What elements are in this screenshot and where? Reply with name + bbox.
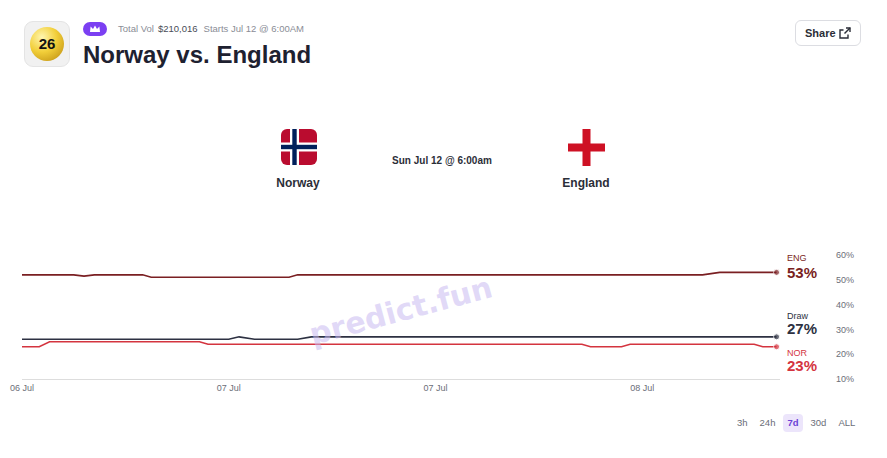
svg-text:07 Jul: 07 Jul xyxy=(423,383,447,393)
svg-text:53%: 53% xyxy=(787,264,817,281)
html-text:30d: 30d xyxy=(810,417,827,428)
svg-text:predict.fun: predict.fun xyxy=(306,269,496,351)
html-text:ALL: ALL xyxy=(838,417,856,428)
svg-text:08 Jul: 08 Jul xyxy=(630,383,654,393)
svg-text:07 Jul: 07 Jul xyxy=(217,383,241,393)
html-text:Starts Jul 12 @ 6:00AM: Starts Jul 12 @ 6:00AM xyxy=(203,23,304,34)
html-text:England: England xyxy=(562,176,610,190)
svg-text:20%: 20% xyxy=(836,349,854,359)
html-text:Norway vs. England: Norway vs. England xyxy=(83,41,312,68)
svg-text:40%: 40% xyxy=(836,300,854,310)
svg-text:Draw: Draw xyxy=(787,311,809,321)
svg-text:30%: 30% xyxy=(836,325,854,335)
html-text:Norway: Norway xyxy=(276,176,320,190)
html-text:24h: 24h xyxy=(759,417,776,428)
svg-text:27%: 27% xyxy=(787,320,817,337)
svg-text:23%: 23% xyxy=(787,357,817,374)
html-text:7d: 7d xyxy=(787,417,799,428)
html-text:26: 26 xyxy=(38,35,56,52)
svg-text:50%: 50% xyxy=(836,275,854,285)
svg-text:NOR: NOR xyxy=(787,348,808,358)
html-text:Total Vol $210,016: Total Vol $210,016 xyxy=(118,23,198,34)
svg-text:10%: 10% xyxy=(836,374,854,384)
html-text:Sun Jul 12 @ 6:00am: Sun Jul 12 @ 6:00am xyxy=(392,155,492,166)
html-text:Share: Share xyxy=(805,27,836,39)
svg-text:60%: 60% xyxy=(836,250,854,260)
svg-text:06 Jul: 06 Jul xyxy=(10,383,34,393)
html-text:3h: 3h xyxy=(737,417,748,428)
svg-text:ENG: ENG xyxy=(787,253,807,263)
